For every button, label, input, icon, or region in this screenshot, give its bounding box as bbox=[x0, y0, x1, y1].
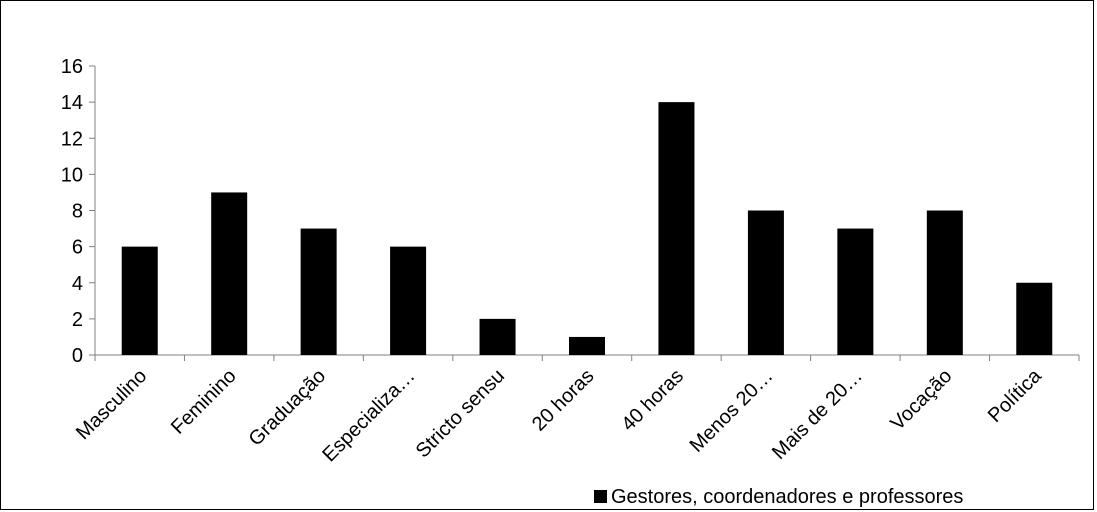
bar bbox=[1016, 282, 1053, 355]
bar bbox=[479, 318, 516, 355]
y-tick-label: 4 bbox=[72, 273, 83, 295]
x-tick-label: Especializa… bbox=[318, 365, 419, 466]
x-tick-label: Feminino bbox=[167, 365, 241, 439]
y-tick-label: 6 bbox=[72, 237, 83, 259]
y-tick-label: 8 bbox=[72, 201, 83, 223]
legend-swatch bbox=[594, 490, 607, 503]
x-tick-label: Mais de 20… bbox=[768, 365, 867, 464]
bars bbox=[121, 102, 1053, 355]
bar bbox=[926, 210, 963, 355]
x-tick-label: Vocação bbox=[887, 365, 957, 435]
y-tick-label: 14 bbox=[61, 92, 83, 114]
x-axis-labels: Masculino Feminino GraduaçãoEspecializa…St… bbox=[72, 364, 1046, 466]
x-tick-label: 40 horas bbox=[617, 365, 688, 436]
x-tick-label: 20 horas bbox=[528, 365, 599, 436]
bar bbox=[121, 246, 158, 355]
bar bbox=[569, 336, 605, 355]
legend: Gestores, coordenadores e professores bbox=[594, 486, 963, 508]
legend-label: Gestores, coordenadores e professores bbox=[611, 486, 963, 508]
y-tick-label: 2 bbox=[72, 309, 83, 331]
bar bbox=[837, 228, 874, 355]
y-axis-ticks: 0 2 4 6 8 10 12 14 16 bbox=[61, 56, 95, 367]
bar bbox=[211, 192, 248, 355]
y-tick-label: 12 bbox=[61, 128, 83, 150]
bar bbox=[658, 102, 695, 355]
bar bbox=[747, 210, 784, 355]
x-tick-label: Menos 20… bbox=[686, 365, 778, 457]
x-tick-label: Stricto sensu bbox=[412, 365, 509, 462]
x-tick-label: Graduação bbox=[245, 365, 331, 451]
x-tick-label: Política bbox=[984, 364, 1047, 427]
x-tick-label: Masculino bbox=[72, 365, 151, 444]
bar bbox=[300, 228, 337, 355]
bar bbox=[390, 246, 427, 355]
y-tick-label: 10 bbox=[61, 164, 83, 186]
y-tick-label: 16 bbox=[61, 56, 83, 78]
y-tick-label: 0 bbox=[72, 345, 83, 367]
